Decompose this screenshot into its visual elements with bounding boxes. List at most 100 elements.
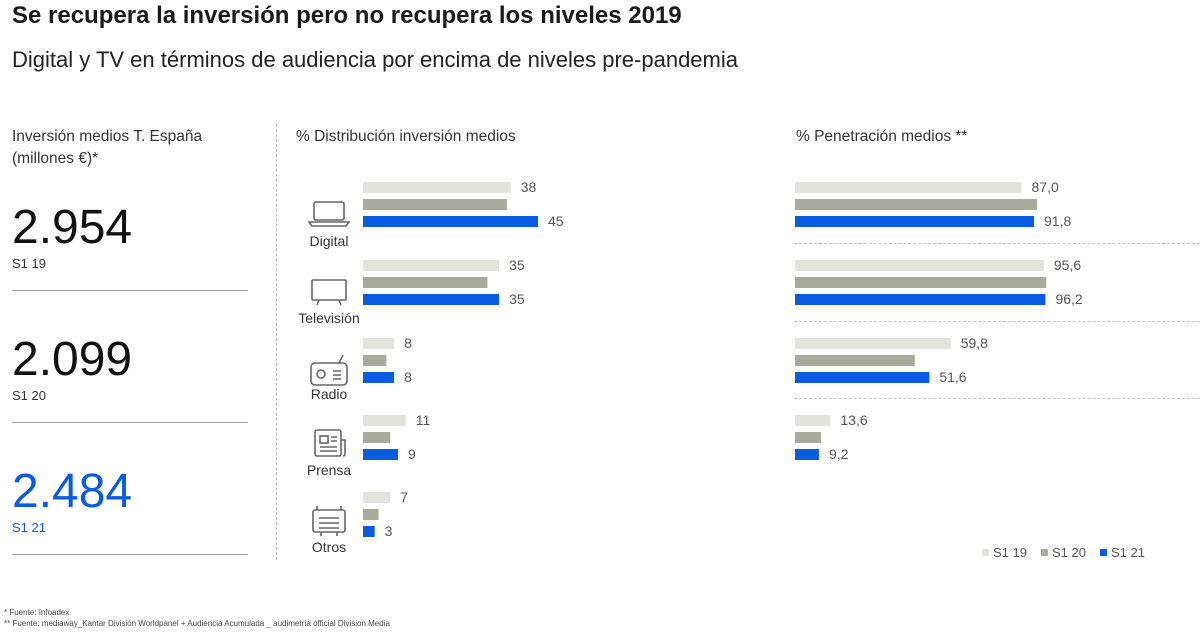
data-label: 8: [404, 335, 412, 351]
divider: [12, 422, 248, 423]
divider: [12, 290, 248, 291]
device-details: [316, 506, 342, 536]
data-label: 38: [521, 179, 537, 195]
radio-body: [310, 362, 348, 386]
distribution-bar: [363, 216, 538, 227]
radio-dial: [333, 354, 344, 380]
footnote-2: ** Fuente: mediaway_Kantar División Worl…: [4, 619, 390, 628]
total-value: 2.954: [12, 201, 133, 254]
data-label: 8: [404, 369, 412, 385]
other-device-icon: [312, 506, 346, 536]
distribution-bar: [363, 415, 406, 426]
data-label: 11: [416, 412, 431, 428]
column-divider: [276, 124, 277, 560]
investment-totals-panel: Inversión medios T. España (millones €)*…: [12, 126, 248, 555]
data-label: 91,8: [1044, 213, 1071, 229]
laptop-icon: [307, 201, 351, 227]
distribution-bar: [363, 372, 395, 383]
row-divider: [794, 321, 1200, 322]
legend-swatch: [982, 549, 989, 556]
newspaper-photo: [319, 435, 329, 444]
distribution-bar: [363, 277, 488, 288]
row-divider: [794, 243, 1200, 244]
divider: [12, 554, 248, 555]
distribution-bar: [363, 526, 375, 537]
penetration-header: % Penetración medios **: [796, 128, 968, 145]
distribution-bar: [363, 182, 511, 193]
radio-icon: [310, 354, 348, 386]
category-label: Televisión: [298, 310, 359, 326]
data-label: 59,8: [961, 335, 988, 351]
legend-swatch: [1099, 549, 1107, 556]
penetration-bar: [795, 355, 915, 366]
penetration-bar: [795, 182, 1022, 193]
chart-subtitle: Digital y TV en términos de audiencia po…: [12, 47, 738, 72]
penetration-bar: [795, 415, 831, 426]
data-label: 87,0: [1032, 179, 1059, 195]
legend-label: S1 20: [1051, 545, 1086, 560]
distribution-bar: [363, 199, 507, 210]
newspaper-lines: [320, 436, 337, 452]
footnote-1: * Fuente: Infoadex: [4, 608, 70, 617]
total-block-s1-19: 2.954 S1 19: [12, 201, 248, 272]
legend-item-s1-20: S1 20: [1040, 545, 1086, 560]
distribution-bar: [363, 355, 387, 366]
penetration-bar: [795, 338, 951, 349]
distribution-bar: [363, 509, 379, 520]
legend-swatch: [1040, 549, 1048, 556]
total-period: S1 20: [12, 388, 46, 403]
tv-icon: [311, 279, 347, 306]
distribution-bar: [363, 294, 500, 305]
penetration-bar: [795, 432, 822, 443]
total-period: S1 19: [12, 256, 46, 271]
tv-screen: [311, 279, 347, 301]
total-value: 2.099: [12, 333, 133, 386]
total-block-s1-20: 2.099 S1 20: [12, 333, 248, 404]
chart-title: Se recupera la inversión pero no recuper…: [12, 2, 682, 29]
newspaper-body: [314, 429, 342, 457]
laptop-screen: [313, 201, 345, 221]
legend-item-s1-21: S1 21: [1099, 545, 1145, 560]
radio-speaker: [316, 369, 326, 379]
penetration-bar: [795, 216, 1034, 227]
distribution-bar: [363, 432, 391, 443]
data-label: 3: [385, 523, 393, 539]
data-label: 9: [408, 446, 416, 462]
legend-label: S1 19: [993, 545, 1027, 560]
total-block-s1-21: 2.484 S1 21: [12, 465, 248, 536]
row-divider: [794, 398, 1200, 399]
category-label: Prensa: [307, 462, 352, 478]
distribution-header: % Distribución inversión medios: [296, 128, 516, 145]
device-body: [312, 509, 346, 533]
legend: S1 19 S1 20 S1 21: [982, 545, 1145, 560]
penetration-bar: [795, 199, 1038, 210]
data-label: 35: [509, 291, 525, 307]
data-label: 7: [400, 489, 408, 505]
data-label: 13,6: [840, 412, 867, 428]
penetration-bar: [795, 294, 1046, 305]
category-label: Digital: [310, 233, 349, 249]
penetration-bar: [795, 260, 1044, 271]
legend-label: S1 21: [1110, 545, 1145, 560]
distribution-bar: [363, 492, 391, 503]
totals-label: Inversión medios T. España (millones €)*: [12, 128, 203, 167]
newspaper-icon: [314, 429, 346, 457]
total-value: 2.484: [12, 465, 133, 518]
total-period: S1 21: [12, 520, 46, 535]
distribution-bar: [363, 449, 398, 460]
laptop-base: [307, 221, 351, 227]
distribution-bar: [363, 338, 395, 349]
data-label: 9,2: [829, 446, 849, 462]
penetration-bar: [795, 277, 1047, 288]
distribution-bar: [363, 260, 500, 271]
penetration-bar: [795, 449, 819, 460]
data-label: 45: [548, 213, 564, 229]
newspaper-fold: [341, 439, 346, 457]
category-label: Otros: [312, 539, 346, 555]
data-label: 96,2: [1055, 291, 1082, 307]
tv-legs: [316, 299, 342, 306]
category-label: Radio: [311, 386, 348, 402]
legend-item-s1-19: S1 19: [982, 545, 1027, 560]
data-label: 35: [509, 257, 525, 273]
